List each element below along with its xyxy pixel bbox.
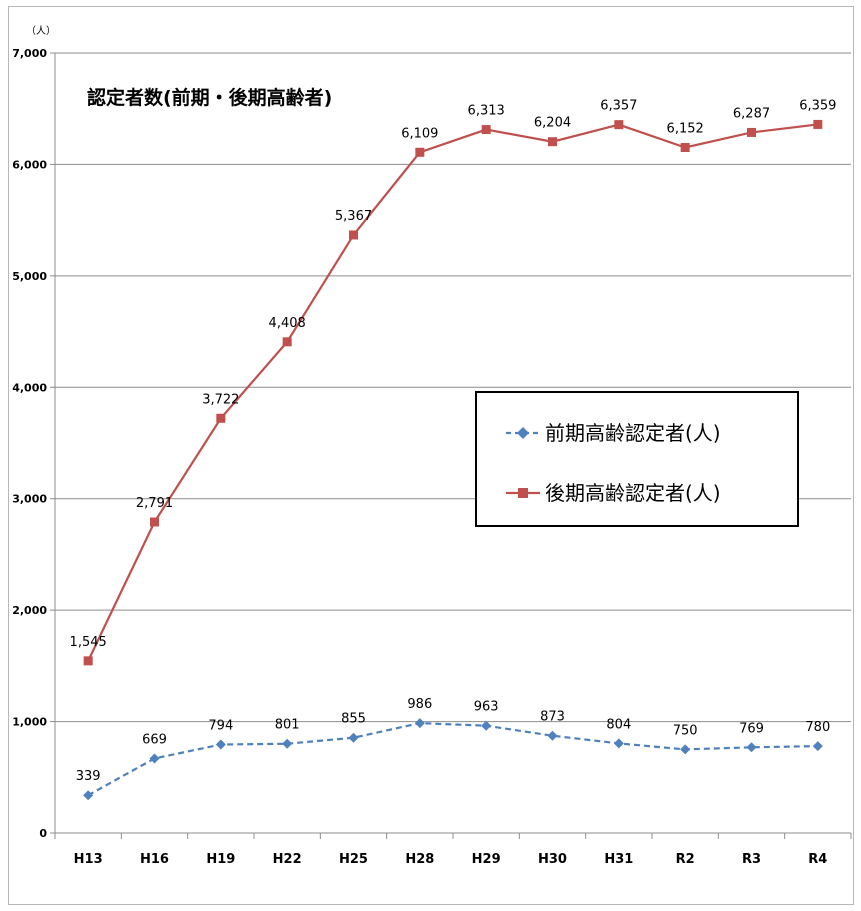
data-point-marker [83,656,93,666]
data-label: 986 [407,697,432,712]
x-tick-label: R3 [742,852,761,867]
data-point-marker [813,119,823,129]
legend: 前期高齢認定者(人) 後期高齢認定者(人) [475,391,799,527]
data-label: 855 [341,712,366,727]
data-point-marker [349,230,358,240]
data-point-marker [747,127,756,137]
chart-frame [8,6,854,905]
data-point-marker [282,738,293,749]
data-label: 4,408 [269,316,306,331]
x-tick-labels: H13 H16 H19 H22 H25 H28 H29 H30 H31 R2 R3 R4 [74,852,828,867]
y-tick-label: 6,000 [12,158,47,171]
chart-title: 認定者数(前期・後期高齢者) [87,86,332,109]
data-point-marker [680,142,690,152]
x-tick-label: H19 [206,852,235,867]
data-label: 873 [540,710,565,725]
x-tick-label: H30 [538,852,567,867]
data-label: 963 [474,700,499,715]
y-tick-label: 5,000 [12,270,47,283]
data-label: 3,722 [202,392,239,407]
data-label: 804 [606,717,631,732]
data-point-marker [83,790,94,801]
data-label: 6,152 [667,121,704,136]
data-point-marker [613,738,624,749]
data-label: 6,204 [534,116,571,131]
data-point-marker [215,739,226,750]
x-tick-label: H28 [405,852,434,867]
data-label: 801 [275,718,300,733]
data-point-marker [548,137,557,147]
data-point-marker [680,744,691,755]
y-tick-label: 0 [39,827,47,840]
legend-square-icon [518,488,528,498]
data-label: 6,287 [733,106,770,121]
data-label: 6,359 [799,98,836,113]
data-point-marker [216,413,226,423]
data-label: 6,109 [401,126,438,141]
data-point-marker [812,741,823,752]
data-point-marker [481,125,491,135]
y-unit-label: （人） [26,25,56,37]
data-point-marker [348,732,359,743]
data-label: 669 [142,732,167,747]
data-label: 5,367 [335,209,372,224]
series-line-1 [87,123,818,662]
data-point-marker [414,718,425,729]
data-labels: 339 669 794 801 855 986 963 873 804 750 769 780 1,54… [70,98,837,784]
legend-label-late: 後期高齢認定者(人) [545,481,721,505]
legend-diamond-icon [517,427,529,439]
x-tick-label: H29 [472,852,501,867]
legend-label-early: 前期高齢認定者(人) [545,421,721,445]
series-lines [87,123,818,797]
x-tick-label: R2 [676,852,695,867]
series-markers [83,119,823,801]
y-tick-label: 1,000 [12,716,47,729]
x-tick-label: H31 [604,852,633,867]
y-tick-label: 2,000 [12,604,47,617]
data-label: 750 [673,723,698,738]
data-label: 1,545 [70,635,107,650]
data-label: 2,791 [136,496,173,511]
data-label: 339 [76,769,101,784]
data-label: 769 [739,721,764,736]
y-tick-label: 3,000 [12,493,47,506]
x-tick-label: H16 [140,852,169,867]
legend-box [475,391,799,527]
x-tick-label: H13 [74,852,103,867]
x-tick-label: H25 [339,852,368,867]
data-point-marker [547,730,558,741]
y-tick-label: 4,000 [12,381,47,394]
data-point-marker [481,720,492,731]
data-point-marker [282,337,292,347]
data-label: 6,313 [468,104,505,119]
x-tick-label: R4 [808,852,827,867]
axes [50,52,852,839]
data-point-marker [746,742,757,753]
data-point-marker [415,147,425,157]
data-label: 780 [805,720,830,735]
y-tick-labels: 0 1,000 2,000 3,000 4,000 5,000 6,000 7,000 [12,47,47,840]
series-line-0 [87,722,818,797]
data-point-marker [150,517,159,527]
data-point-marker [614,120,624,130]
data-point-marker [149,753,160,764]
x-tick-label: H22 [273,852,302,867]
data-label: 794 [208,719,233,734]
y-tick-label: 7,000 [12,47,47,60]
data-label: 6,357 [600,99,637,114]
